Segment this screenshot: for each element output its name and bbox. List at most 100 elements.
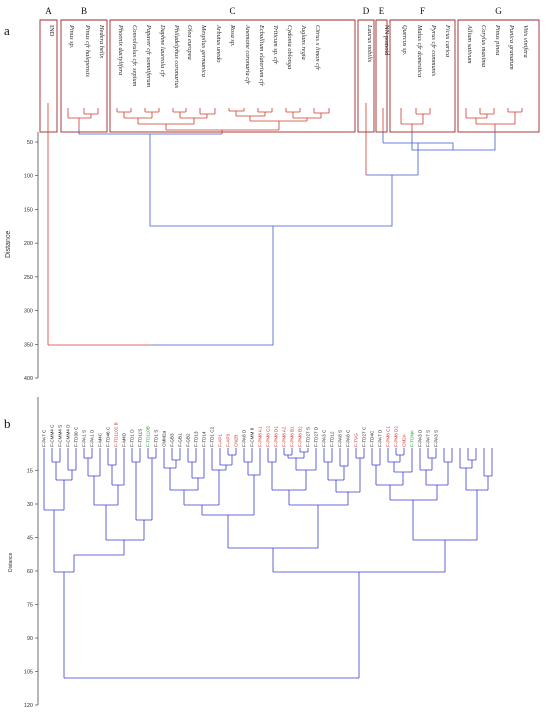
leaf-label: Arbutus unedo — [215, 24, 222, 62]
leaf-label: F-GB3 — [170, 433, 175, 447]
panel-a-tick-label: 150 — [24, 207, 33, 213]
leaf-label: F-TD27 D — [314, 426, 319, 447]
leaf-label: F-PA3 S — [434, 430, 439, 447]
leaf-label: F-CMM 8 — [250, 427, 255, 447]
leaf-label: Anemone coronaria cfr — [244, 24, 251, 85]
leaf-label: IND — [48, 25, 55, 37]
leaf-label: F-GB2 — [186, 433, 191, 447]
leaf-label: Olea europea — [186, 25, 193, 60]
leaf-label: Pinus pinea — [494, 24, 501, 55]
leaf-label: Citrus x limon cfr — [314, 25, 321, 71]
panel-a-tick-label: 200 — [24, 241, 33, 247]
leaf-label: F-PM8 B2 — [298, 426, 303, 447]
leaf-label: F-M4C — [98, 432, 103, 447]
leaf-label: F-PA1 S — [82, 430, 87, 447]
leaf-label: F-PM8 C2 — [266, 426, 271, 447]
panel-a-axis-title: Distance — [5, 231, 12, 258]
panel-a-label: a — [4, 23, 10, 38]
leaf-label: Convolvulus cfr. sepium — [131, 25, 138, 87]
leaf-label: Mespilus germanica — [200, 24, 207, 77]
leaf-label: Vitis vinifera — [522, 25, 529, 58]
panel-a-tick-label: 100 — [24, 174, 33, 180]
panel-b-axis-title: Distance — [8, 552, 14, 572]
leaf-label: Quercus sp. — [401, 25, 408, 56]
group-letter-E: E — [379, 6, 385, 16]
leaf-label: F-TD27 S — [306, 427, 311, 447]
panel-b-tick-label: 45 — [27, 536, 33, 542]
panel-a-red-branches — [47, 103, 523, 346]
leaf-label: Corylus maxima — [480, 25, 487, 67]
leaf-label: CN2B — [234, 435, 239, 447]
leaf-label: CMM2a — [162, 430, 167, 447]
panel-a-tick-label: 350 — [24, 342, 33, 348]
panel-a-tick-label: 300 — [24, 309, 33, 315]
panel-a-y-ticks: 50 100 150 200 250 300 350 400 — [24, 140, 38, 382]
leaf-label: F-TD1 C2 — [210, 426, 215, 447]
leaf-label: F-AP3 — [226, 434, 231, 447]
leaf-label: F-TD13 — [194, 431, 199, 447]
leaf-label: Pinus cfr halepensis — [84, 24, 91, 77]
leaf-label: F-PA3 C — [322, 429, 327, 447]
leaf-label: F-TD1102 B — [114, 422, 119, 447]
panel-a-tick-label: 250 — [24, 275, 33, 281]
leaf-label: F-GB1 — [178, 433, 183, 447]
leaf-label: Pinus sp. — [68, 24, 75, 49]
panel-a-tick-label: 50 — [27, 140, 33, 146]
group-letter-B: B — [81, 6, 87, 16]
leaf-label: F-PM8 A1 — [258, 426, 263, 447]
leaf-label: F-PA7 D — [378, 429, 383, 447]
leaf-label: F-TD11S — [138, 429, 143, 447]
panel-b-tick-label: 60 — [27, 569, 33, 575]
leaf-label: Pyrus cfr communis — [430, 24, 437, 77]
leaf-label: F-TD27 C — [362, 426, 367, 447]
leaf-label: F-PA7 S — [426, 430, 431, 447]
group-letter-A: A — [45, 6, 52, 16]
leaf-label: F-CMM4 C — [50, 424, 55, 447]
leaf-label: Hedera helix — [98, 24, 105, 58]
leaf-label: F-PA8 C — [346, 429, 351, 447]
leaf-label: F-M4D — [122, 432, 127, 447]
panel-b-tick-label: 30 — [27, 502, 33, 508]
panel-a-tick-label: 400 — [24, 376, 33, 382]
panel-b-branches — [43, 448, 493, 679]
leaf-label: Allium sativum — [466, 24, 473, 64]
leaf-label: Triticum sp. cfr — [272, 25, 279, 65]
leaf-label: F-TD4C — [370, 430, 375, 447]
group-letter-F: F — [420, 6, 425, 16]
panel-b-tick-label: 120 — [24, 703, 33, 709]
leaf-label: F-TDNA — [410, 429, 415, 447]
leaf-label: Laurus nobilis — [366, 24, 373, 63]
leaf-label: Ficus carica — [444, 24, 451, 57]
leaf-label: F-PA8 S — [338, 430, 343, 447]
leaf-label: Juglans regia — [300, 25, 307, 60]
leaf-label: F-TD1 S — [154, 430, 159, 447]
leaf-label: Ecballium elaterium cfr — [258, 24, 265, 87]
leaf-label: F-PA1 D — [90, 429, 95, 447]
leaf-label: F-PM8 D1 — [274, 426, 279, 447]
panel-b-tick-label: 15 — [27, 469, 33, 475]
leaf-label: Philadelphus coronarius — [173, 24, 180, 89]
leaf-label: F-PA7 C — [42, 429, 47, 447]
panel-b-tick-label: 75 — [27, 603, 33, 609]
leaf-label: F-TD46 C — [106, 426, 111, 447]
leaf-label: Cydonia oblonga — [286, 25, 293, 69]
leaf-label: Punica granatum — [508, 24, 515, 70]
group-letter-D: D — [363, 6, 370, 16]
leaf-label: F-PA3 D — [418, 429, 423, 447]
leaf-label: F-PM8 A2 — [282, 426, 287, 447]
panel-b-label: b — [4, 416, 11, 431]
leaf-label: Rosa sp. — [229, 24, 236, 47]
leaf-label: F-TD12 — [330, 431, 335, 447]
group-letter-G: G — [495, 6, 502, 16]
leaf-label: F-PM8 B1 — [290, 426, 295, 447]
panel-b-tick-label: 90 — [27, 636, 33, 642]
leaf-label: Papaver cfr somniferum — [145, 24, 152, 88]
leaf-label: F-TD110B — [146, 426, 151, 447]
leaf-label: F-PM8 D2 — [394, 426, 399, 447]
panel-b-y-ticks: 15 30 45 60 75 90 105 120 — [24, 469, 38, 709]
panel-b-tick-label: 105 — [24, 670, 33, 676]
